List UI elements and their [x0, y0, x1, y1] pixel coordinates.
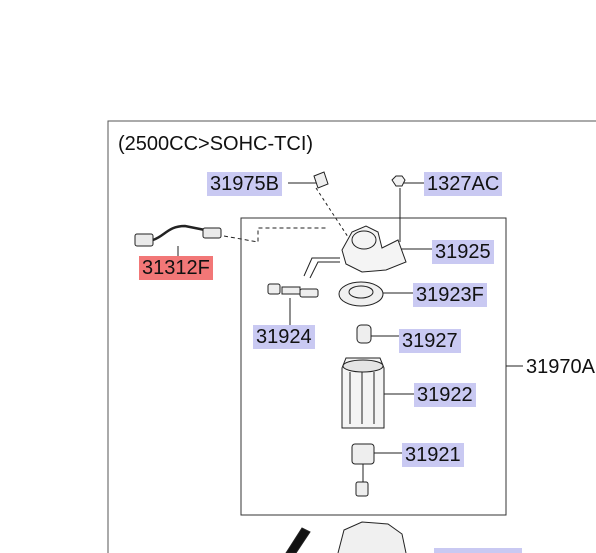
part-label-31923F[interactable]: 31923F	[413, 283, 487, 307]
sensor-wire-31312F	[134, 224, 222, 247]
part-label-31975B[interactable]: 31975B	[207, 172, 282, 196]
drain-31921	[351, 443, 375, 497]
part-label-31921[interactable]: 31921	[402, 443, 464, 467]
diagram-title: (2500CC>SOHC-TCI)	[118, 133, 314, 155]
outer-frame	[107, 120, 596, 553]
bolt-31924	[267, 283, 319, 298]
next-diagram-fragment	[285, 521, 522, 553]
part-label-31925[interactable]: 31925	[432, 240, 494, 264]
part-label-31922[interactable]: 31922	[414, 383, 476, 407]
ring-31923F	[338, 281, 384, 307]
part-label-31924[interactable]: 31924	[253, 325, 315, 349]
filter-element-31922	[341, 357, 385, 429]
plug-31927	[356, 324, 372, 344]
part-label-31970A[interactable]: 31970A	[526, 356, 595, 378]
filter-head-31925	[303, 225, 407, 279]
nut-1327AC	[391, 175, 406, 187]
part-label-31927[interactable]: 31927	[399, 329, 461, 353]
fitting-31975B	[313, 171, 329, 189]
part-label-31312F[interactable]: 31312F	[139, 256, 213, 280]
leader-lines	[177, 182, 523, 454]
part-label-1327AC[interactable]: 1327AC	[424, 172, 503, 196]
